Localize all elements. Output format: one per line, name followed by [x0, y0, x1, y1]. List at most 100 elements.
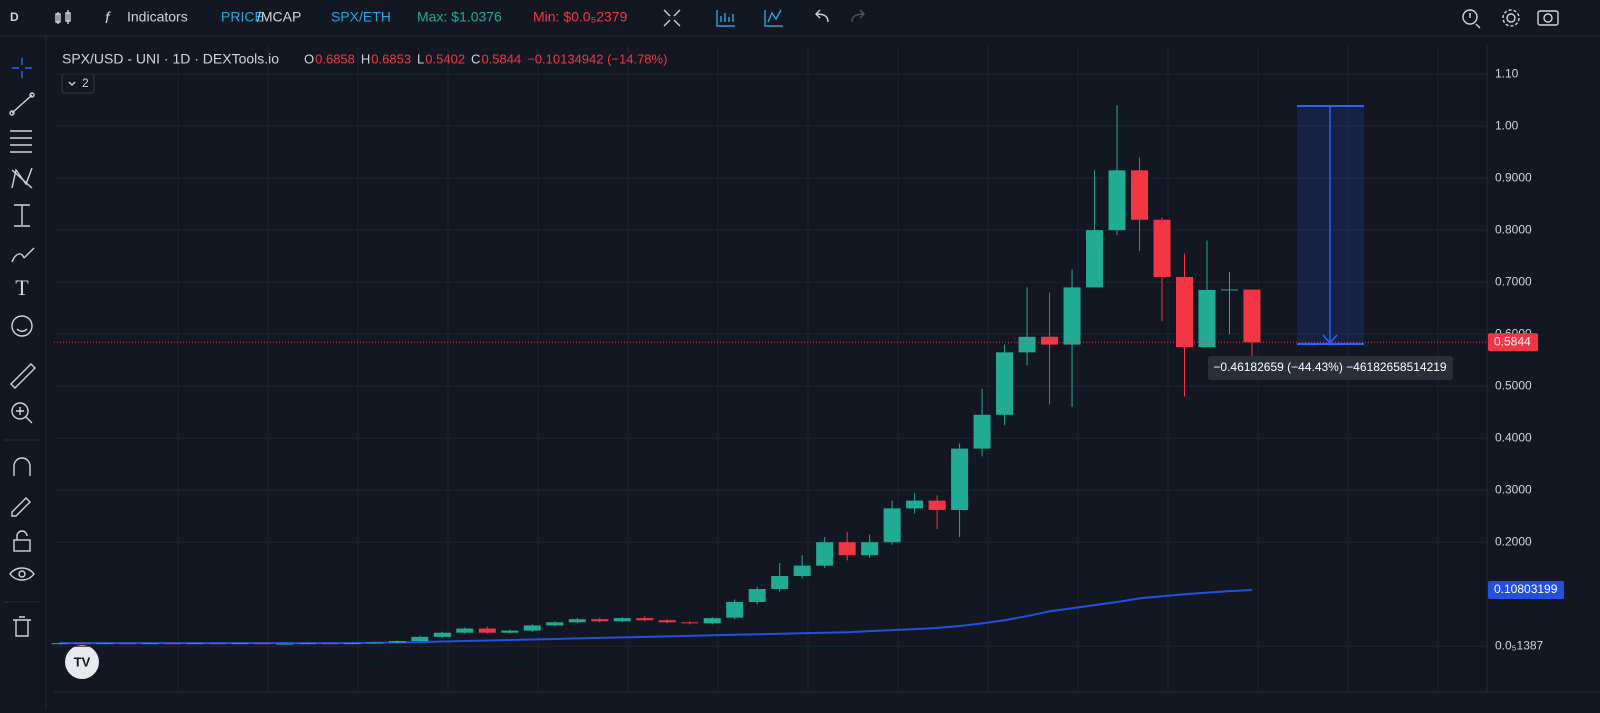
- candle-body: [1041, 336, 1059, 345]
- lock-drawing-tool[interactable]: [11, 497, 31, 517]
- y-tick-label: 0.9000: [1495, 170, 1532, 184]
- min-price: Min: $0.0₅2379: [533, 9, 628, 25]
- y-tick-label: 1.00: [1495, 118, 1519, 132]
- candle-body: [883, 508, 901, 543]
- candle-body: [118, 643, 136, 645]
- tv-logo[interactable]: TV: [65, 645, 99, 679]
- delete-tool[interactable]: [13, 616, 31, 637]
- ohlc-value: 0.5844: [481, 51, 521, 66]
- pattern-tool[interactable]: [11, 167, 33, 189]
- candle-body: [141, 643, 159, 645]
- pair-button[interactable]: SPX/ETH: [331, 9, 391, 25]
- chart-type-button[interactable]: [55, 10, 71, 24]
- candle-body: [996, 352, 1014, 415]
- candle-body: [793, 565, 811, 577]
- compare-button[interactable]: [764, 9, 783, 27]
- candle-body: [73, 643, 91, 645]
- candle-body: [546, 622, 564, 626]
- brush-tool[interactable]: [11, 247, 35, 263]
- y-tick-label: 0.7000: [1495, 274, 1532, 288]
- y-tick-label: 1.10: [1495, 66, 1519, 80]
- timeframe-button[interactable]: D: [10, 10, 19, 24]
- trendline-tool[interactable]: [9, 92, 35, 116]
- candle-body: [1198, 289, 1216, 348]
- icon-tool[interactable]: [11, 315, 33, 337]
- candle-body: [591, 619, 609, 622]
- candle-body: [388, 641, 406, 643]
- candle-body: [906, 500, 924, 509]
- candle-body: [1176, 276, 1193, 348]
- candle-body: [568, 619, 586, 623]
- candle-body: [1153, 219, 1171, 277]
- candle-body: [928, 500, 946, 510]
- candle-body: [1243, 289, 1261, 343]
- candle-body: [456, 628, 474, 633]
- candle-body: [1220, 289, 1238, 291]
- candle-body: [208, 643, 226, 645]
- snapshot-button[interactable]: [1537, 10, 1559, 26]
- price-toggle[interactable]: PRICE: [221, 9, 264, 25]
- ohlc-value: 0.5402: [425, 51, 465, 66]
- zoom-tool[interactable]: [11, 402, 33, 424]
- candle-body: [838, 542, 856, 556]
- measure-label: −0.46182659 (−44.43%) −46182658514219: [1213, 360, 1447, 374]
- candle-body: [276, 643, 294, 645]
- fx-icon: f: [105, 10, 111, 27]
- candle-body: [433, 632, 451, 637]
- candle-body: [613, 618, 631, 622]
- candle-body: [478, 628, 496, 633]
- settings-button[interactable]: [1502, 9, 1520, 27]
- candle-body: [861, 542, 879, 556]
- candle-body: [973, 414, 991, 449]
- candle-body: [1086, 230, 1104, 288]
- collapse-button[interactable]: [663, 9, 681, 27]
- candle-body: [411, 636, 429, 642]
- ohlc-change: −0.10134942 (−14.78%): [527, 51, 667, 66]
- magnet-tool[interactable]: [13, 457, 31, 476]
- y-tick-label: 0.4000: [1495, 430, 1532, 444]
- y-tick-label: 0.3000: [1495, 482, 1532, 496]
- lock-tool[interactable]: [13, 530, 31, 552]
- y-tick-label: 0.5000: [1495, 378, 1532, 392]
- candle-body: [501, 630, 519, 633]
- candle-body: [726, 602, 744, 618]
- crosshair-tool[interactable]: [12, 58, 32, 78]
- measure-label-box: [1208, 356, 1453, 380]
- ohlc-key: H: [361, 51, 370, 66]
- candle-body: [186, 643, 204, 645]
- chevron: [68, 81, 76, 86]
- indicators-button[interactable]: Indicators: [127, 9, 188, 25]
- measure-arrow: [1322, 106, 1338, 345]
- ma-value-box: [1488, 581, 1564, 600]
- projection-tool[interactable]: [14, 204, 30, 227]
- vertical-grid: [177, 45, 1439, 692]
- candle-body: [771, 576, 789, 590]
- undo-button[interactable]: [815, 9, 829, 23]
- last-price-box: [1488, 333, 1538, 352]
- candle-body: [1018, 336, 1036, 353]
- ruler-tool[interactable]: [10, 363, 36, 389]
- candle-body: [163, 643, 181, 645]
- candle-body: [1131, 170, 1149, 220]
- chart-style-button[interactable]: [716, 10, 735, 27]
- ohlc-legend: O 0.6858 H 0.6853 L 0.5402 C 0.5844 −0.10134942 …: [304, 51, 667, 66]
- candle-body: [366, 642, 384, 644]
- candle-body: [951, 448, 969, 510]
- alert-button[interactable]: [1462, 9, 1481, 29]
- visibility-tool[interactable]: [9, 567, 35, 581]
- ohlc-value: 0.6853: [371, 51, 411, 66]
- candle-body: [51, 643, 69, 645]
- fib-tool[interactable]: [10, 130, 32, 153]
- candle-body: [298, 643, 316, 645]
- redo-button: [851, 9, 865, 23]
- candle-body: [703, 618, 721, 624]
- mcap-toggle[interactable]: /MCAP: [257, 9, 301, 25]
- ohlc-key: L: [417, 51, 424, 66]
- candle-body: [253, 643, 271, 645]
- text-tool[interactable]: T: [15, 275, 29, 300]
- candle-body: [523, 625, 541, 631]
- candle-body: [1108, 170, 1126, 231]
- candle-body: [816, 542, 834, 566]
